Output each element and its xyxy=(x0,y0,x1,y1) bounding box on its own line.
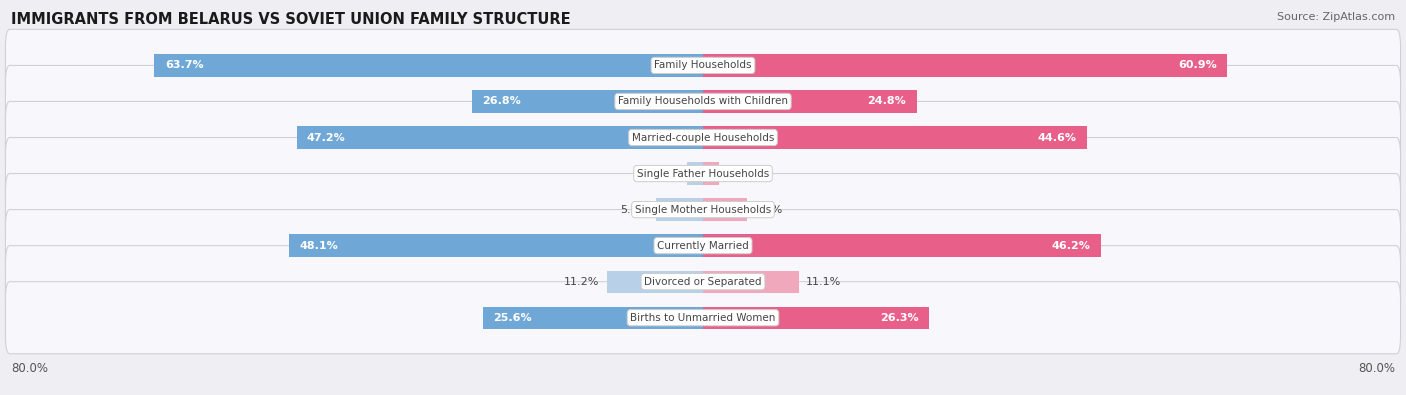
Bar xyxy=(703,90,917,113)
Bar xyxy=(472,90,703,113)
FancyBboxPatch shape xyxy=(6,102,1400,173)
Text: Family Households with Children: Family Households with Children xyxy=(619,96,787,107)
FancyBboxPatch shape xyxy=(6,246,1400,318)
Bar xyxy=(703,271,799,293)
Text: 80.0%: 80.0% xyxy=(11,362,48,375)
FancyBboxPatch shape xyxy=(6,137,1400,210)
Text: 63.7%: 63.7% xyxy=(165,60,204,70)
Bar xyxy=(288,235,703,257)
Text: 11.1%: 11.1% xyxy=(806,276,841,287)
Text: Births to Unmarried Women: Births to Unmarried Women xyxy=(630,313,776,323)
Text: 47.2%: 47.2% xyxy=(307,132,346,143)
Text: 44.6%: 44.6% xyxy=(1038,132,1077,143)
FancyBboxPatch shape xyxy=(6,282,1400,354)
Bar xyxy=(703,126,1087,149)
Text: 60.9%: 60.9% xyxy=(1178,60,1218,70)
Bar xyxy=(703,235,1101,257)
Text: 48.1%: 48.1% xyxy=(299,241,337,251)
Text: 5.5%: 5.5% xyxy=(620,205,648,214)
Bar xyxy=(686,162,703,185)
Text: Married-couple Households: Married-couple Households xyxy=(631,132,775,143)
Text: 1.8%: 1.8% xyxy=(725,169,754,179)
Text: 1.9%: 1.9% xyxy=(651,169,679,179)
Text: Family Households: Family Households xyxy=(654,60,752,70)
Text: Currently Married: Currently Married xyxy=(657,241,749,251)
Bar xyxy=(606,271,703,293)
Text: 5.1%: 5.1% xyxy=(754,205,782,214)
Bar xyxy=(155,54,703,77)
Bar xyxy=(655,198,703,221)
Text: 26.8%: 26.8% xyxy=(482,96,522,107)
Bar xyxy=(703,198,747,221)
Text: 46.2%: 46.2% xyxy=(1052,241,1091,251)
Bar xyxy=(297,126,703,149)
Text: 25.6%: 25.6% xyxy=(494,313,531,323)
Text: 24.8%: 24.8% xyxy=(868,96,907,107)
FancyBboxPatch shape xyxy=(6,29,1400,102)
Bar xyxy=(482,307,703,329)
Text: 80.0%: 80.0% xyxy=(1358,362,1395,375)
Text: IMMIGRANTS FROM BELARUS VS SOVIET UNION FAMILY STRUCTURE: IMMIGRANTS FROM BELARUS VS SOVIET UNION … xyxy=(11,12,571,27)
Bar xyxy=(703,54,1227,77)
Text: Divorced or Separated: Divorced or Separated xyxy=(644,276,762,287)
Text: Single Mother Households: Single Mother Households xyxy=(636,205,770,214)
Text: 11.2%: 11.2% xyxy=(564,276,599,287)
Bar xyxy=(703,162,718,185)
Bar xyxy=(703,307,929,329)
FancyBboxPatch shape xyxy=(6,173,1400,246)
FancyBboxPatch shape xyxy=(6,66,1400,137)
Text: Single Father Households: Single Father Households xyxy=(637,169,769,179)
Text: 26.3%: 26.3% xyxy=(880,313,920,323)
FancyBboxPatch shape xyxy=(6,210,1400,282)
Text: Source: ZipAtlas.com: Source: ZipAtlas.com xyxy=(1277,12,1395,22)
